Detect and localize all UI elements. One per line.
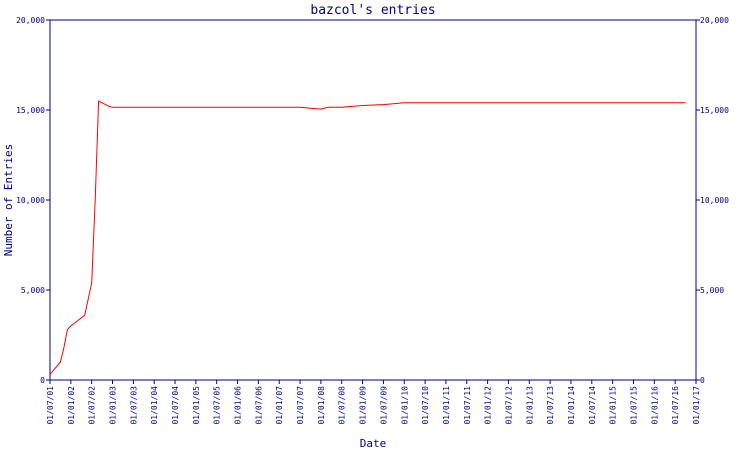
x-tick-label: 01/01/05 [192, 386, 201, 425]
y-tick-label-left: 0 [40, 376, 45, 385]
y-tick-label-left: 15,000 [16, 106, 45, 115]
x-tick-label: 01/01/03 [109, 386, 118, 425]
x-tick-label: 01/07/13 [546, 386, 555, 425]
series-group [49, 100, 686, 375]
x-tick-label: 01/01/09 [359, 386, 368, 425]
x-axis: 01/07/01 01/01/02 01/07/02 01/01/03 01/07/03… [46, 380, 701, 425]
y-tick-label-right: 15,000 [700, 106, 729, 115]
y-tick-label-left: 20,000 [16, 16, 45, 25]
x-tick-label: 01/01/14 [567, 386, 576, 425]
x-tick-label: 01/01/02 [67, 386, 76, 425]
y-tick-label-right: 20,000 [700, 16, 729, 25]
x-tick-label: 01/01/12 [484, 386, 493, 425]
x-tick-label: 01/07/14 [588, 386, 597, 425]
y-axis-right: 0 5,000 10,000 15,000 20,000 [696, 16, 729, 385]
y-tick-label-left: 10,000 [16, 196, 45, 205]
y-axis-label: Number of Entries [2, 144, 15, 257]
x-tick-label: 01/07/04 [171, 386, 180, 425]
chart-title: bazcol's entries [310, 3, 435, 18]
x-tick-label: 01/07/15 [629, 386, 638, 425]
x-tick-label: 01/07/08 [338, 386, 347, 425]
x-tick-label: 01/07/07 [296, 386, 305, 425]
x-tick-label: 01/07/09 [379, 386, 388, 425]
x-tick-label: 01/07/12 [504, 386, 513, 425]
y-axis-left: 0 5,000 10,000 15,000 20,000 [16, 16, 50, 385]
x-tick-label: 01/01/17 [692, 386, 701, 425]
x-tick-label: 01/07/05 [213, 386, 222, 425]
x-tick-label: 01/07/06 [254, 386, 263, 425]
x-tick-label: 01/07/16 [671, 386, 680, 425]
x-tick-label: 01/07/03 [129, 386, 138, 425]
x-tick-label: 01/01/10 [400, 386, 409, 425]
x-tick-label: 01/07/11 [463, 386, 472, 425]
x-tick-label: 01/01/13 [525, 386, 534, 425]
x-tick-label: 01/01/15 [609, 386, 618, 425]
x-tick-label: 01/01/06 [234, 386, 243, 425]
y-tick-label-right: 5,000 [700, 286, 724, 295]
x-tick-label: 01/07/10 [421, 386, 430, 425]
x-axis-label: Date [360, 437, 387, 450]
series-line [49, 100, 686, 375]
x-tick-label: 01/01/16 [650, 386, 659, 425]
x-tick-label: 01/01/04 [150, 386, 159, 425]
y-tick-label-right: 10,000 [700, 196, 729, 205]
plot-area-frame [49, 19, 697, 381]
y-tick-label-left: 5,000 [21, 286, 45, 295]
x-tick-label: 01/01/08 [317, 386, 326, 425]
x-tick-label: 01/01/11 [442, 386, 451, 425]
x-tick-label: 01/07/01 [46, 386, 55, 425]
y-tick-label-right: 0 [700, 376, 705, 385]
x-tick-label: 01/01/07 [275, 386, 284, 425]
x-tick-label: 01/07/02 [88, 386, 97, 425]
